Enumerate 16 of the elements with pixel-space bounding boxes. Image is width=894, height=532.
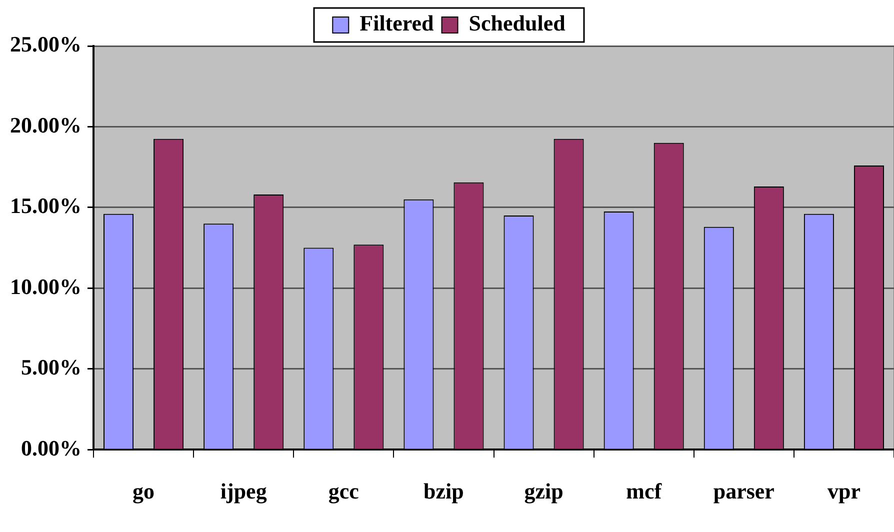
- x-tick-label: bzip: [424, 478, 464, 504]
- legend-label: Filtered: [360, 10, 434, 36]
- y-tick-label: 0.00%: [21, 435, 82, 460]
- y-tick-label: 15.00%: [10, 193, 82, 218]
- x-tick-label: vpr: [827, 478, 861, 504]
- legend-label: Scheduled: [468, 10, 566, 36]
- y-tick-label: 5.00%: [21, 354, 82, 380]
- x-tick-label: ijpeg: [220, 478, 267, 504]
- x-tick-label: mcf: [626, 478, 662, 504]
- x-tick-label: parser: [713, 478, 775, 504]
- y-tick-label: 10.00%: [10, 274, 82, 299]
- y-tick-label: 25.00%: [10, 32, 82, 57]
- x-tick-label: gcc: [328, 478, 360, 504]
- y-tick-label: 20.00%: [10, 112, 82, 138]
- x-tick-label: go: [132, 478, 155, 504]
- x-tick-label: gzip: [524, 478, 564, 504]
